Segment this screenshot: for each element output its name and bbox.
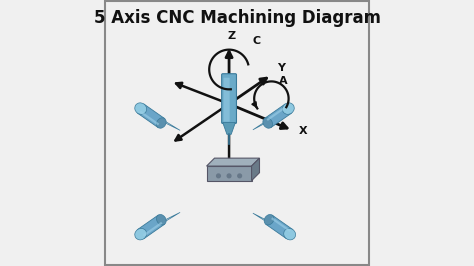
- Text: Y: Y: [277, 63, 285, 73]
- Ellipse shape: [284, 228, 296, 240]
- Polygon shape: [266, 215, 293, 239]
- Text: A: A: [279, 76, 288, 86]
- Polygon shape: [137, 104, 164, 128]
- Circle shape: [227, 174, 231, 178]
- Polygon shape: [253, 213, 291, 236]
- Polygon shape: [137, 215, 164, 239]
- Polygon shape: [139, 111, 159, 126]
- FancyBboxPatch shape: [222, 74, 237, 123]
- Polygon shape: [252, 158, 259, 181]
- Text: C: C: [253, 36, 261, 46]
- Polygon shape: [139, 212, 180, 236]
- FancyBboxPatch shape: [224, 78, 229, 122]
- Polygon shape: [271, 217, 291, 232]
- Text: X: X: [299, 126, 308, 136]
- Ellipse shape: [264, 214, 274, 225]
- Circle shape: [238, 174, 241, 178]
- Polygon shape: [266, 106, 286, 121]
- Polygon shape: [143, 222, 163, 237]
- Circle shape: [217, 174, 220, 178]
- Ellipse shape: [135, 228, 146, 240]
- Ellipse shape: [156, 118, 166, 128]
- Polygon shape: [253, 107, 290, 130]
- Polygon shape: [207, 166, 252, 181]
- Ellipse shape: [283, 103, 294, 114]
- Ellipse shape: [263, 118, 273, 128]
- Text: 5 Axis CNC Machining Diagram: 5 Axis CNC Machining Diagram: [93, 9, 381, 27]
- Ellipse shape: [135, 103, 146, 114]
- Polygon shape: [223, 122, 236, 134]
- Polygon shape: [139, 107, 180, 130]
- Polygon shape: [207, 158, 259, 166]
- Polygon shape: [264, 104, 292, 128]
- Ellipse shape: [156, 214, 166, 225]
- Text: Z: Z: [228, 31, 236, 41]
